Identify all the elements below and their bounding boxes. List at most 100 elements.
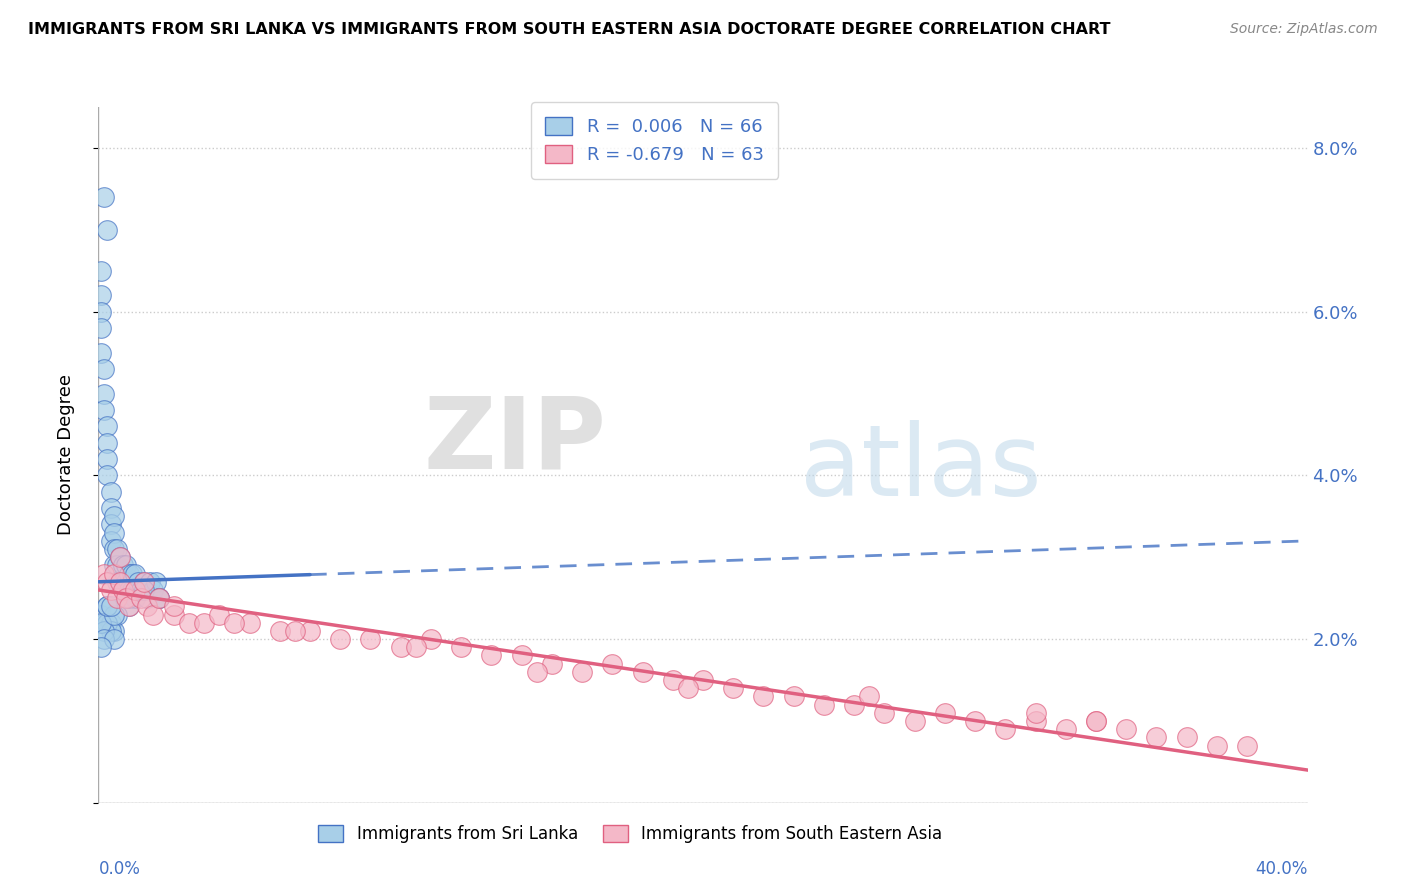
Point bbox=[163, 607, 186, 622]
Point bbox=[100, 599, 122, 614]
Point bbox=[96, 468, 118, 483]
Point bbox=[129, 582, 152, 597]
Point bbox=[163, 599, 186, 614]
Point bbox=[873, 706, 896, 720]
Point bbox=[526, 665, 548, 679]
Point bbox=[813, 698, 835, 712]
Point bbox=[108, 550, 131, 565]
Point bbox=[389, 640, 412, 655]
Point bbox=[105, 607, 128, 622]
Point bbox=[1236, 739, 1258, 753]
Point bbox=[148, 591, 170, 606]
Point bbox=[994, 722, 1017, 736]
Text: 40.0%: 40.0% bbox=[1256, 860, 1308, 878]
Point bbox=[96, 599, 118, 614]
Point bbox=[858, 690, 880, 704]
Point bbox=[1175, 731, 1198, 745]
Point bbox=[105, 542, 128, 557]
Point bbox=[1144, 731, 1167, 745]
Point bbox=[90, 321, 112, 335]
Point bbox=[114, 574, 136, 589]
Point bbox=[90, 615, 112, 630]
Point bbox=[934, 706, 956, 720]
Point bbox=[90, 264, 112, 278]
Point bbox=[602, 657, 624, 671]
Point bbox=[111, 582, 134, 597]
Point bbox=[510, 648, 533, 663]
Point bbox=[108, 574, 131, 589]
Point bbox=[844, 698, 866, 712]
Point bbox=[90, 304, 112, 318]
Point bbox=[118, 599, 141, 614]
Text: atlas: atlas bbox=[800, 420, 1042, 517]
Point bbox=[135, 591, 157, 606]
Point bbox=[100, 624, 122, 638]
Point bbox=[108, 550, 131, 565]
Point bbox=[93, 615, 115, 630]
Point bbox=[208, 607, 231, 622]
Point bbox=[224, 615, 246, 630]
Text: Source: ZipAtlas.com: Source: ZipAtlas.com bbox=[1230, 22, 1378, 37]
Point bbox=[100, 484, 122, 499]
Point bbox=[1085, 714, 1108, 728]
Point bbox=[148, 591, 170, 606]
Point bbox=[100, 517, 122, 532]
Point bbox=[631, 665, 654, 679]
Point bbox=[129, 591, 152, 606]
Point bbox=[103, 525, 125, 540]
Point bbox=[96, 599, 118, 614]
Point bbox=[103, 607, 125, 622]
Point bbox=[239, 615, 262, 630]
Point bbox=[124, 582, 146, 597]
Point bbox=[100, 582, 122, 597]
Point bbox=[103, 624, 125, 638]
Point bbox=[93, 403, 115, 417]
Point bbox=[103, 509, 125, 524]
Point bbox=[540, 657, 562, 671]
Point bbox=[103, 566, 125, 581]
Point bbox=[118, 566, 141, 581]
Point bbox=[96, 574, 118, 589]
Point bbox=[329, 632, 352, 646]
Point bbox=[111, 574, 134, 589]
Point bbox=[299, 624, 322, 638]
Point bbox=[105, 558, 128, 573]
Point bbox=[96, 452, 118, 467]
Point bbox=[1024, 714, 1046, 728]
Point bbox=[118, 582, 141, 597]
Point bbox=[121, 582, 143, 597]
Point bbox=[135, 599, 157, 614]
Text: 0.0%: 0.0% bbox=[98, 860, 141, 878]
Point bbox=[108, 574, 131, 589]
Point bbox=[114, 558, 136, 573]
Point bbox=[105, 574, 128, 589]
Point bbox=[193, 615, 215, 630]
Point bbox=[145, 574, 167, 589]
Point bbox=[420, 632, 443, 646]
Point bbox=[111, 558, 134, 573]
Text: IMMIGRANTS FROM SRI LANKA VS IMMIGRANTS FROM SOUTH EASTERN ASIA DOCTORATE DEGREE: IMMIGRANTS FROM SRI LANKA VS IMMIGRANTS … bbox=[28, 22, 1111, 37]
Point bbox=[100, 501, 122, 516]
Point bbox=[783, 690, 806, 704]
Point bbox=[90, 288, 112, 302]
Point bbox=[405, 640, 427, 655]
Point bbox=[571, 665, 593, 679]
Point bbox=[1085, 714, 1108, 728]
Point bbox=[105, 591, 128, 606]
Text: ZIP: ZIP bbox=[423, 392, 606, 490]
Point bbox=[103, 558, 125, 573]
Point bbox=[481, 648, 503, 663]
Point bbox=[103, 542, 125, 557]
Point bbox=[124, 591, 146, 606]
Point bbox=[118, 599, 141, 614]
Point bbox=[360, 632, 382, 646]
Point bbox=[96, 223, 118, 237]
Point bbox=[142, 607, 165, 622]
Point bbox=[752, 690, 775, 704]
Point bbox=[132, 582, 155, 597]
Point bbox=[723, 681, 745, 696]
Point bbox=[114, 591, 136, 606]
Point bbox=[96, 435, 118, 450]
Point bbox=[90, 345, 112, 359]
Point bbox=[132, 574, 155, 589]
